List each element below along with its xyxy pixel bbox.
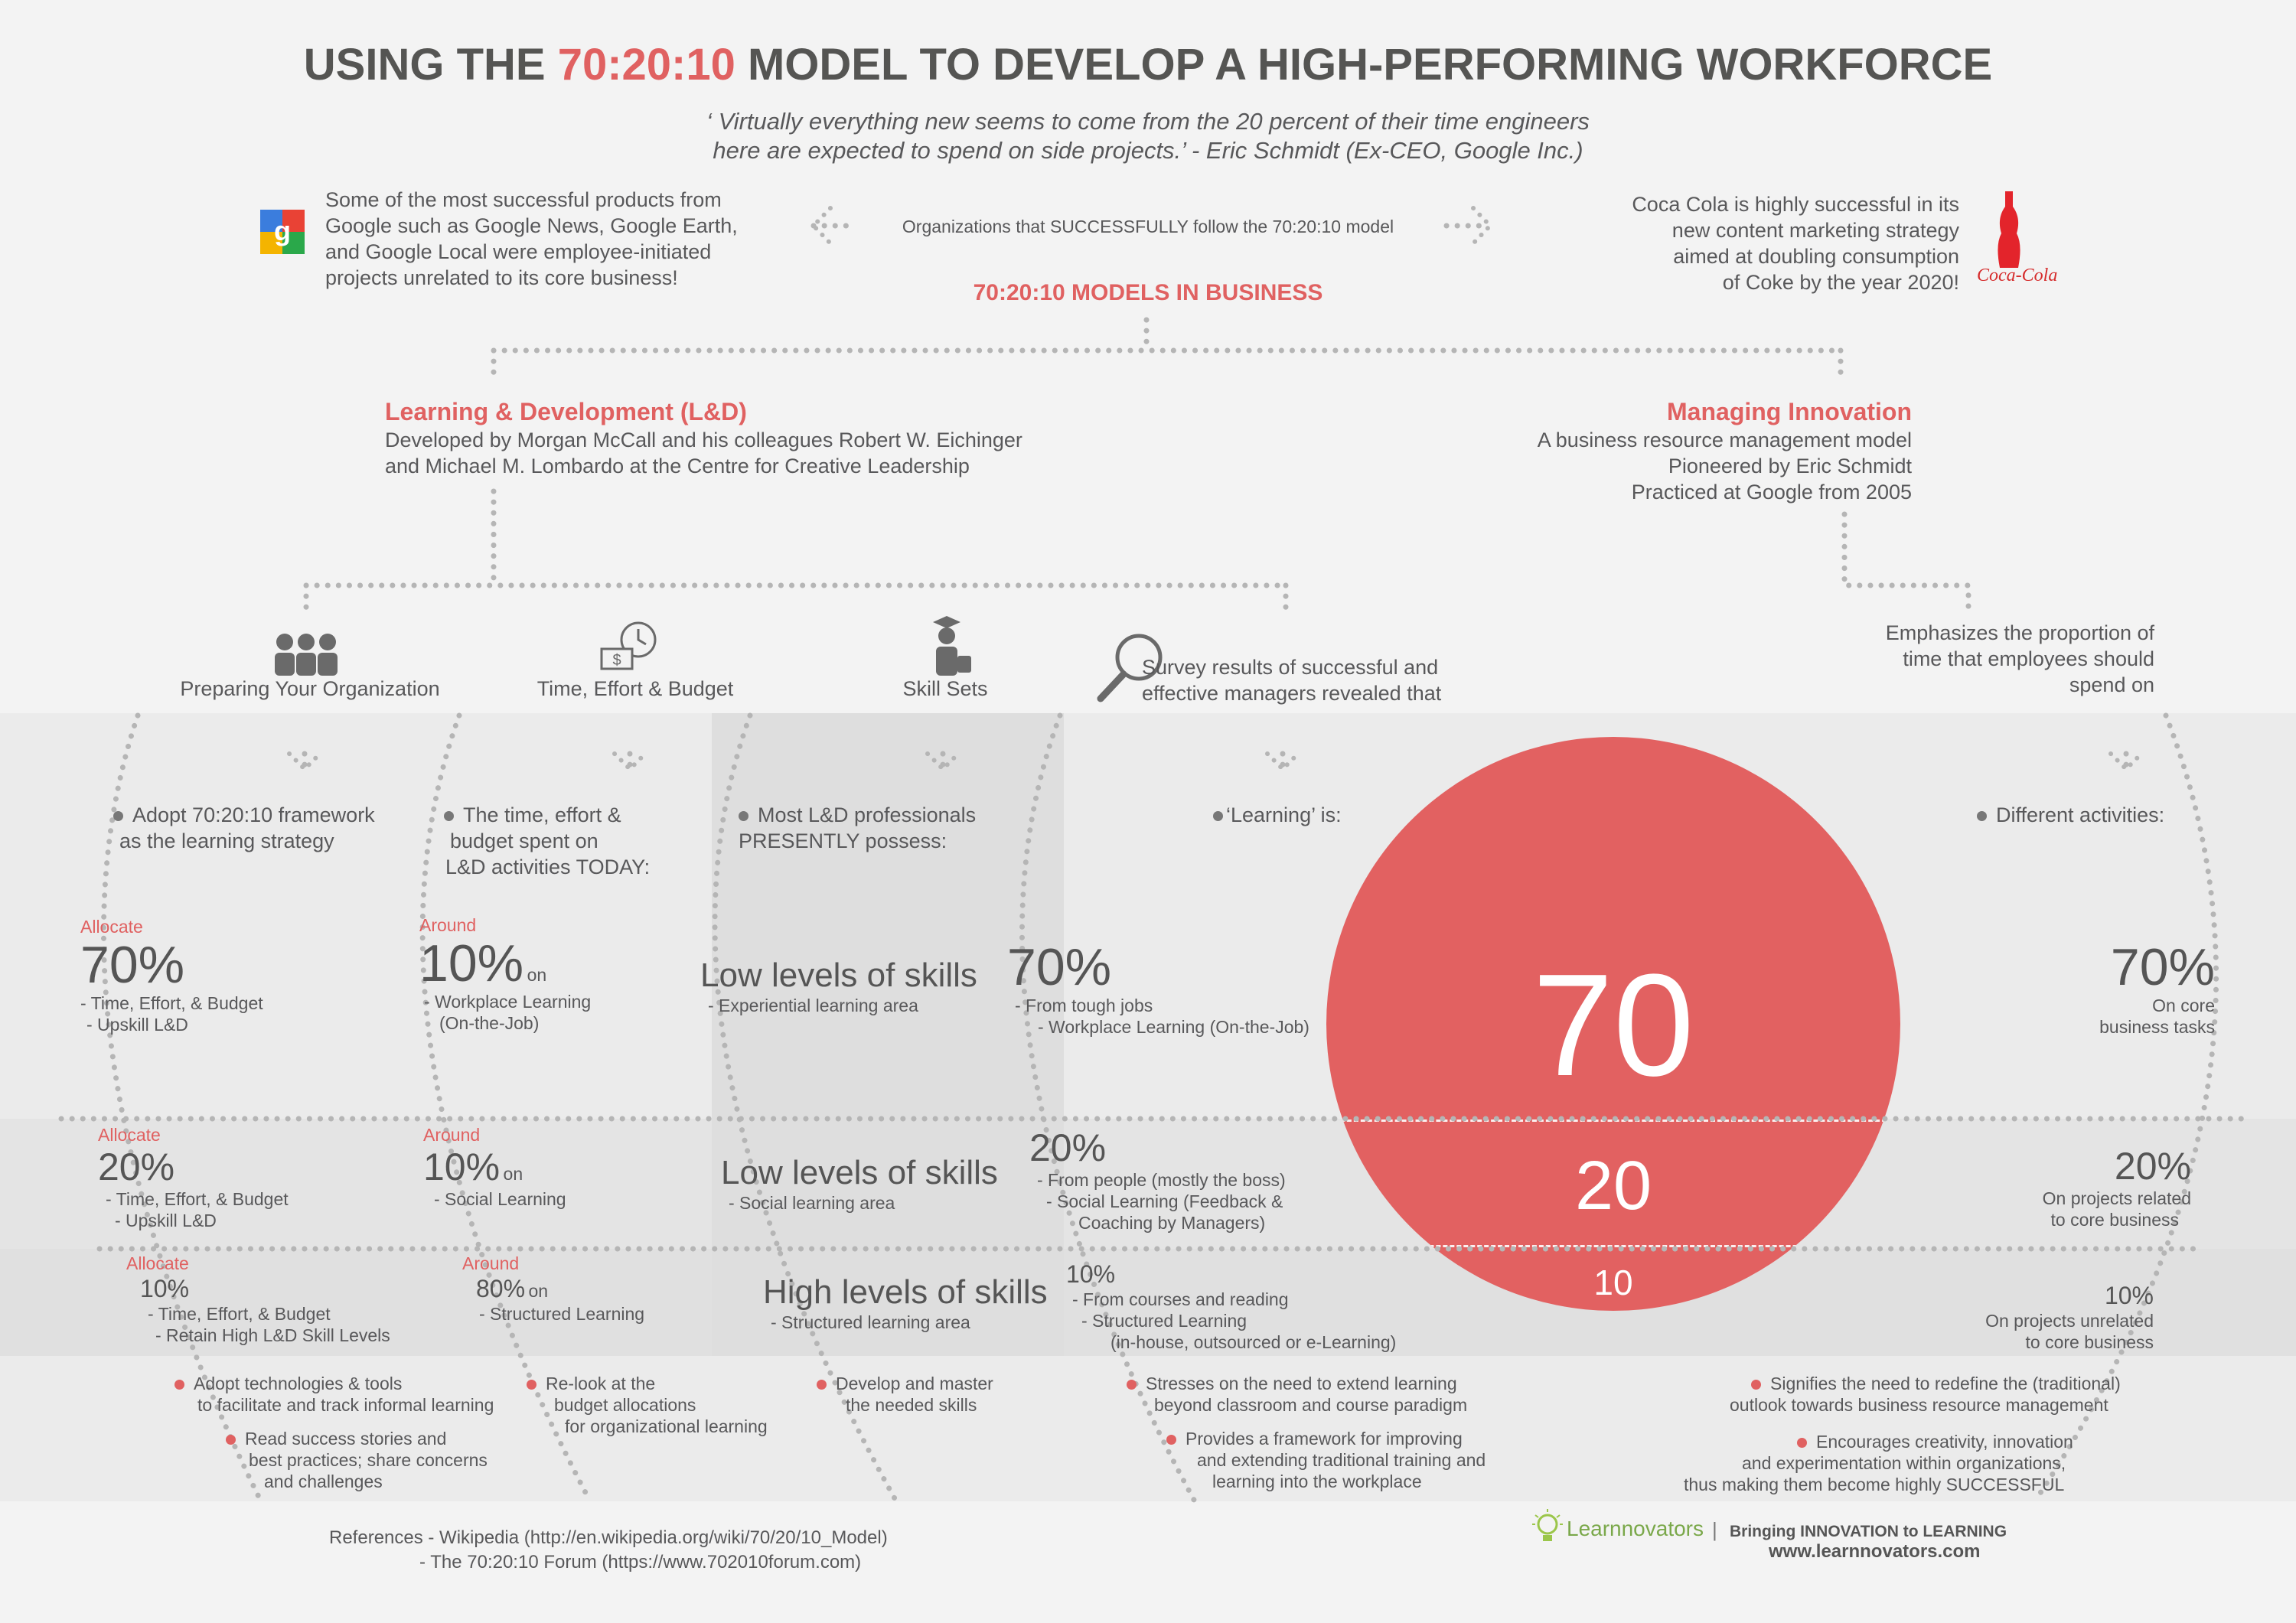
circle-20: 20 [1574,1148,1652,1224]
prep-bullet-1: Adopt technologies & tools to facilitate… [174,1373,494,1416]
reference-2: - The 70:20:10 Forum (https://www.702010… [419,1552,862,1572]
cat-emphasize: Emphasizes the proportion of time that em… [1885,621,2154,696]
ld-block: Learning & Development (L&D) Developed b… [385,398,1022,477]
skill-row-1: Low levels of skills - Experiential lear… [700,957,977,1015]
svg-text:$: $ [612,652,621,669]
cat-skill: Skill Sets [902,677,988,700]
quote-line-2: here are expected to spend on side proje… [713,137,1583,164]
time-bullet-1: Re-look at the budget allocations for or… [527,1373,768,1437]
page-title: USING THE 70:20:10 MODEL TO DEVELOP A HI… [303,40,1993,90]
main-band [0,713,2296,1501]
innov-row-70: 70% On core business tasks [2099,938,2215,1037]
brand-tagline: Bringing INNOVATION to LEARNING [1730,1523,2007,1540]
innov-row-10: 10% On projects unrelated to core busine… [1985,1282,2154,1352]
big-circle [1326,737,1900,1311]
skill-row-2: Low levels of skills - Social learning a… [721,1154,998,1213]
brand-name: Learnnovators [1567,1517,1704,1540]
innov-intro: Different activities: [1977,802,2164,828]
innov-bullet-1: Signifies the need to redefine the (trad… [1730,1374,2121,1415]
cat-survey: Survey results of successful and effectiv… [1142,656,1442,705]
prep-row-70: Allocate 70% - Time, Effort, & Budget - … [80,917,263,1035]
survey-intro: ‘Learning’ is: [1213,802,1342,828]
skill-intro: Most L&D professionals PRESENTLY possess… [739,803,977,852]
ld-title: Learning & Development (L&D) [385,398,747,425]
circle-70: 70 [1532,944,1694,1106]
people-icon [275,634,338,676]
survey-bullet-1: Stresses on the need to extend learning … [1127,1373,1467,1416]
circle-10: 10 [1593,1263,1633,1302]
row-band-20 [0,1119,2296,1249]
mi-block: Managing Innovation A business resource … [1454,396,1912,505]
google-logo-icon: g [260,210,305,254]
skill-row-3: High levels of skills - Structured learn… [763,1273,1048,1332]
row-band-10 [0,1249,2296,1356]
time-row-3: Around 80% on - Structured Learning [462,1253,645,1324]
coke-logo: Coca-Cola [1977,266,2058,285]
bulb-icon [1532,1509,1563,1541]
google-text: Some of the most successful products fro… [325,188,738,289]
cat-prep: Preparing Your Organization [180,677,440,700]
coke-text: Coca Cola is highly successful in its new… [1632,193,1959,294]
survey-bullet-2: Provides a framework for improving and e… [1166,1428,1486,1492]
innov-row-20: 20% On projects related to core business [2042,1145,2191,1230]
prep-bullet-2: Read success stories and best practices;… [226,1428,488,1492]
brand-url[interactable]: www.learnnovators.com [1769,1541,1981,1562]
svg-text:g: g [274,215,291,246]
models-heading: 70:20:10 MODELS IN BUSINESS [973,280,1323,305]
time-intro: The time, effort & budget spent on L&D a… [444,803,651,878]
innov-bullet-2: Encourages creativity, innovation and ex… [1684,1432,2073,1494]
survey-row-20: 20% - From people (mostly the boss) - So… [1029,1126,1286,1233]
references: References - Wikipedia (http://en.wikipe… [329,1526,888,1575]
center-caption: Organizations that SUCCESSFULLY follow t… [902,217,1394,236]
reference-1: References - Wikipedia (http://en.wikipe… [329,1527,888,1548]
brand-separator: | [1712,1518,1717,1541]
time-row-1: Around 10% on - Workplace Learning (On-t… [419,915,592,1033]
magnifier-icon [1097,634,1163,702]
survey-row-70: 70% - From tough jobs - Workplace Learni… [1007,938,1309,1037]
time-row-2: Around 10% on - Social Learning [423,1125,566,1209]
quote: ‘ Virtually everything new seems to come… [0,107,2296,165]
cat-time: Time, Effort & Budget [536,677,734,700]
mi-title: Managing Innovation [1667,398,1912,425]
clock-money-icon: $ [600,621,657,670]
survey-row-10: 10% - From courses and reading - Structu… [1066,1260,1397,1352]
skill-bullet-1: Develop and master the needed skills [817,1373,993,1416]
prep-row-10: Allocate 10% - Time, Effort, & Budget - … [126,1253,390,1345]
prep-row-20: Allocate 20% - Time, Effort, & Budget - … [98,1125,289,1230]
student-icon [933,616,971,676]
coke-bottle-icon [1998,191,2020,268]
quote-line-1: ‘ Virtually everything new seems to come… [706,108,1590,135]
prep-intro: Adopt 70:20:10 framework as the learning… [113,802,375,854]
